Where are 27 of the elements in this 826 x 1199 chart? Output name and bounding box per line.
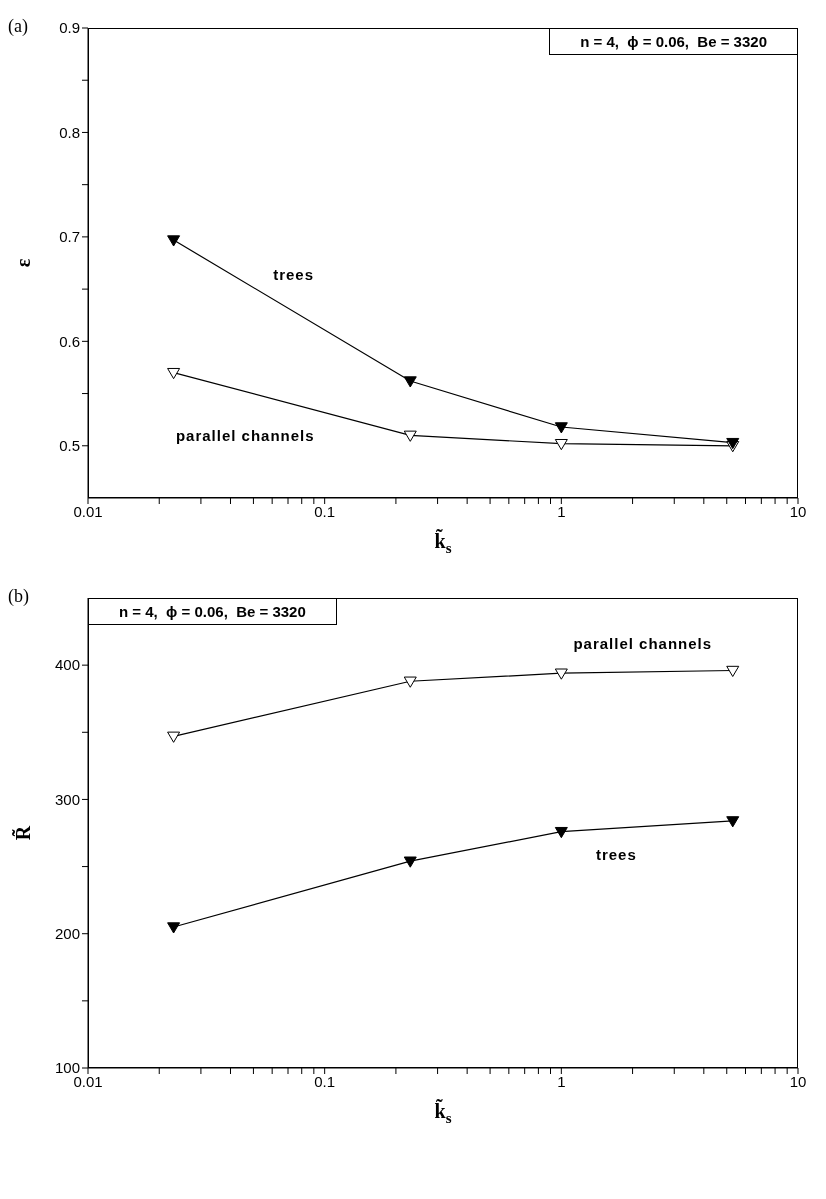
- x-tick-label: 1: [557, 502, 566, 520]
- y-axis-title: R̃: [11, 825, 34, 841]
- series-label: trees: [273, 266, 315, 284]
- series-label: parallel channels: [175, 427, 315, 445]
- x-axis-title: k̃$_{s}$: [434, 1099, 452, 1126]
- text-frame: n = 4, ϕ = 0.06, Be = 3320: [549, 28, 798, 55]
- series-label: parallel channels: [573, 634, 713, 652]
- x-tick-label: 0.1: [314, 502, 336, 520]
- x-tick-label: 0.01: [73, 502, 103, 520]
- y-tick-label: 300: [54, 790, 80, 808]
- x-axis-title: k̃$_{s}$: [434, 529, 452, 556]
- y-axis-title: ε: [12, 258, 34, 268]
- y-tick-label: 200: [54, 925, 80, 943]
- y-tick-label: 0.8: [59, 123, 80, 141]
- text-frame: n = 4, ϕ = 0.06, Be = 3320: [88, 598, 337, 625]
- chart-title: (b): [8, 586, 29, 607]
- y-tick-label: 0.5: [59, 437, 80, 455]
- y-tick-label: 0.9: [59, 19, 80, 37]
- x-tick-label: 0.1: [314, 1072, 336, 1090]
- x-tick-label: 1: [557, 1072, 566, 1090]
- y-tick-label: 400: [54, 656, 80, 674]
- x-tick-label: 10: [789, 1072, 807, 1090]
- y-tick-label: 0.6: [59, 332, 80, 350]
- x-tick-label: 10: [789, 502, 807, 520]
- chart-title: (a): [8, 16, 28, 37]
- y-tick-label: 0.7: [59, 228, 80, 246]
- series-label: trees: [595, 845, 637, 863]
